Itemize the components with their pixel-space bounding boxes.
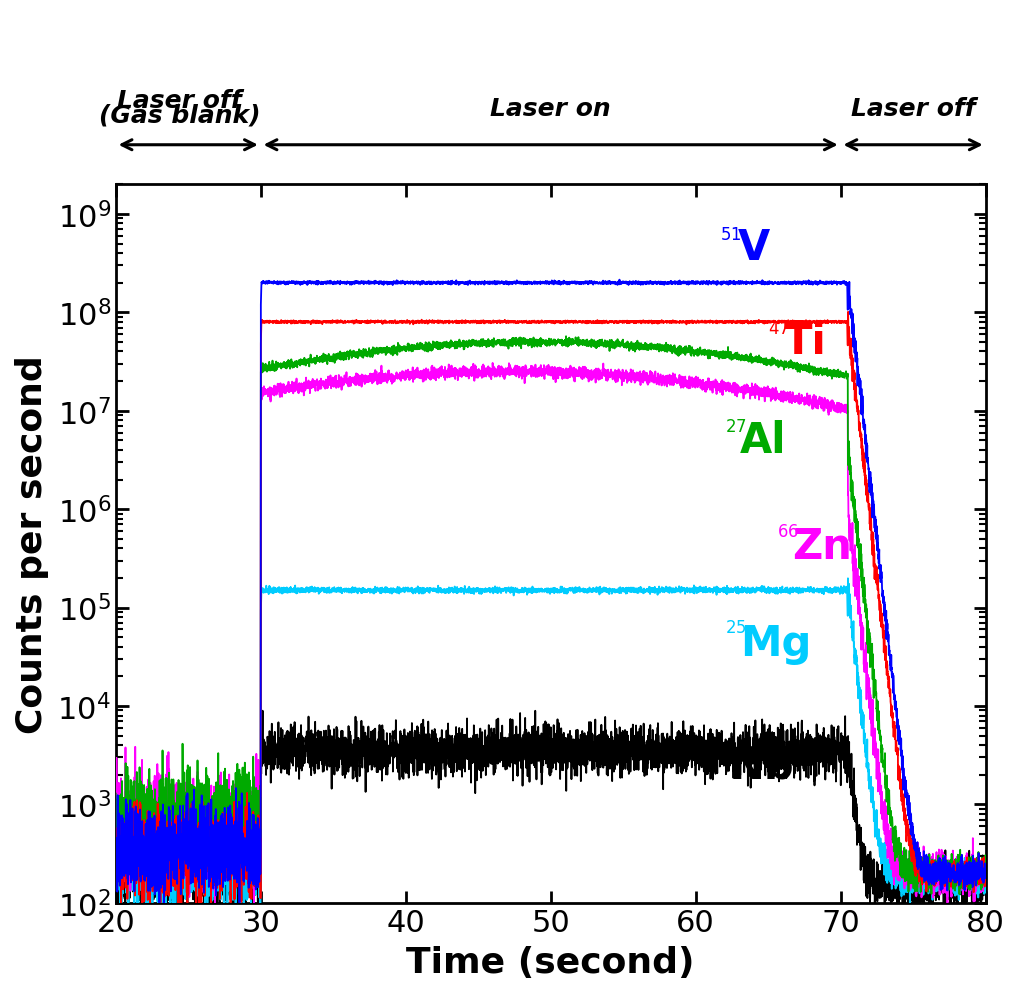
Text: $^{27}$: $^{27}$	[723, 420, 746, 445]
Text: $^{93}$: $^{93}$	[715, 746, 737, 770]
Text: Laser off: Laser off	[850, 96, 974, 120]
Text: Nb: Nb	[729, 745, 793, 786]
Text: $^{47}$: $^{47}$	[767, 323, 790, 347]
Text: V: V	[737, 227, 769, 269]
Text: Laser off: Laser off	[117, 89, 242, 113]
Text: Zn: Zn	[792, 525, 852, 567]
Text: Mg: Mg	[740, 622, 811, 664]
Text: $^{66}$: $^{66}$	[776, 526, 798, 550]
Text: Laser on: Laser on	[490, 96, 610, 120]
Text: $^{51}$: $^{51}$	[719, 230, 741, 253]
X-axis label: Time (second): Time (second)	[406, 945, 694, 979]
Text: Al: Al	[740, 419, 786, 461]
Y-axis label: Counts per second: Counts per second	[15, 355, 49, 734]
Text: $^{25}$: $^{25}$	[723, 622, 746, 646]
Text: (Gas blank): (Gas blank)	[99, 103, 260, 127]
Text: Ti: Ti	[783, 321, 825, 363]
